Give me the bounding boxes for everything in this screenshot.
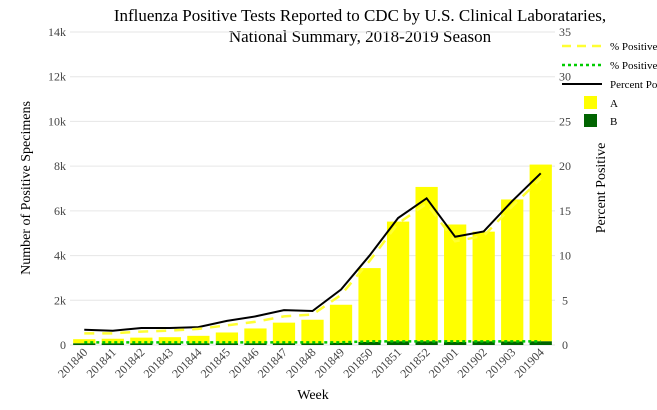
y-tick-right: 0 <box>562 338 568 352</box>
bar-a <box>529 164 552 342</box>
x-tick-label: 201848 <box>283 345 318 380</box>
bar-b <box>158 343 181 345</box>
y-tick-left: 6k <box>54 204 66 218</box>
x-tick-label: 201841 <box>84 345 119 380</box>
bar-b <box>244 343 267 345</box>
y-tick-right: 30 <box>559 70 571 84</box>
bar-b <box>529 341 552 345</box>
y-tick-left: 2k <box>54 293 66 307</box>
bar-a <box>358 268 381 342</box>
y-axis-label-left: Number of Positive Specimens <box>19 101 34 275</box>
bar-a <box>444 224 467 342</box>
bar-a <box>130 337 153 344</box>
bar-b <box>301 343 324 345</box>
y-tick-right: 35 <box>559 25 571 39</box>
x-tick-label: 201847 <box>255 345 290 380</box>
bar-b <box>215 343 239 345</box>
legend-label: B <box>610 116 617 128</box>
x-tick-label: 201842 <box>112 345 147 380</box>
y-tick-right: 25 <box>559 114 571 128</box>
y-tick-right: 20 <box>559 159 571 173</box>
bar-b <box>444 341 467 345</box>
x-tick-label: 201843 <box>141 345 176 380</box>
bar-b <box>101 343 124 345</box>
bar-a <box>501 199 524 342</box>
bar-a <box>158 337 181 344</box>
y-tick-left: 10k <box>48 114 66 128</box>
bar-b <box>329 342 353 345</box>
bar-a <box>329 304 353 343</box>
bar-b <box>415 341 438 345</box>
legend-label: % Positive <box>610 60 657 72</box>
x-tick-label: 201846 <box>226 345 261 380</box>
legend-swatch-b <box>584 114 597 127</box>
percent-positive-a-line <box>84 177 542 335</box>
bar-b <box>358 341 381 345</box>
percent-positive-line <box>84 172 542 332</box>
y-tick-left: 4k <box>54 249 66 263</box>
bar-b <box>187 343 210 345</box>
bar-b <box>501 341 524 345</box>
bar-b <box>472 341 495 345</box>
bar-a <box>386 221 410 342</box>
x-tick-label: 201849 <box>312 345 347 380</box>
bar-a <box>415 186 438 342</box>
x-tick-label: 201845 <box>198 345 233 380</box>
legend-label: % Positive <box>610 41 657 53</box>
bar-a <box>301 319 324 344</box>
y-axis-label-right: Percent Positive <box>594 143 609 234</box>
bar-b <box>130 343 153 345</box>
percent-positive-b-line <box>84 340 541 344</box>
bar-b <box>272 343 296 345</box>
x-tick-label: 201844 <box>169 345 204 380</box>
bar-a <box>244 328 267 344</box>
bar-a <box>101 338 124 344</box>
chart-title-line-1: Influenza Positive Tests Reported to CDC… <box>114 6 606 25</box>
x-axis-label: Week <box>297 388 329 403</box>
x-tick-label: 201852 <box>397 345 432 380</box>
x-tick-label: 201851 <box>369 345 404 380</box>
x-tick-label: 201902 <box>454 345 489 380</box>
bar-a <box>272 322 296 344</box>
legend-swatch-a <box>584 96 597 109</box>
y-tick-right: 15 <box>559 204 571 218</box>
x-tick-label: 201901 <box>426 345 461 380</box>
x-tick-label: 201904 <box>512 345 547 380</box>
bar-a <box>472 231 495 342</box>
bar-b <box>386 341 410 345</box>
x-tick-label: 201903 <box>483 345 518 380</box>
y-tick-left: 14k <box>48 25 66 39</box>
y-tick-left: 12k <box>48 70 66 84</box>
chart-legend: % Positive % Positive Percent Positive AB <box>562 41 657 128</box>
y-tick-right: 5 <box>562 293 568 307</box>
bar-b <box>73 343 96 345</box>
y-tick-left: 8k <box>54 159 66 173</box>
legend-label: A <box>610 98 618 110</box>
y-tick-left: 0 <box>60 338 66 352</box>
chart-title-line-2: National Summary, 2018-2019 Season <box>229 27 492 46</box>
legend-label: Percent Positive <box>610 79 657 91</box>
x-tick-label: 201850 <box>340 345 375 380</box>
y-tick-right: 10 <box>559 249 571 263</box>
bar-a <box>215 332 239 344</box>
bar-a <box>187 335 210 344</box>
